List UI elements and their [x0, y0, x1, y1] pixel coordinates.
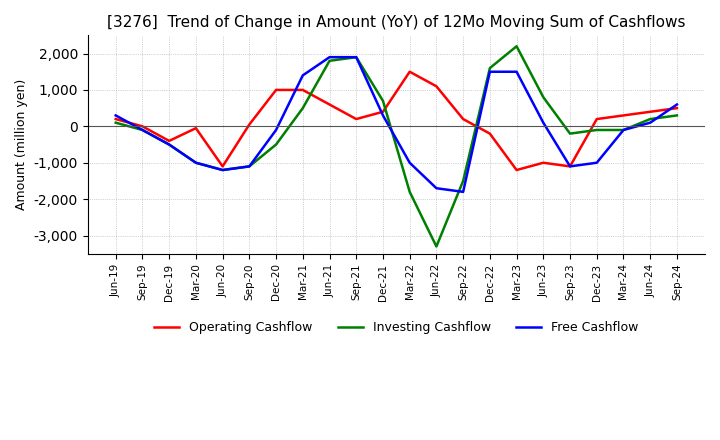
Investing Cashflow: [218, 167, 227, 172]
Free Cashflow: [405, 160, 414, 165]
Line: Investing Cashflow: Investing Cashflow: [116, 46, 677, 246]
Operating Cashflow: [539, 160, 548, 165]
Operating Cashflow: [325, 102, 334, 107]
Legend: Operating Cashflow, Investing Cashflow, Free Cashflow: Operating Cashflow, Investing Cashflow, …: [149, 316, 643, 339]
Operating Cashflow: [405, 69, 414, 74]
Operating Cashflow: [593, 117, 601, 122]
Investing Cashflow: [405, 189, 414, 194]
Free Cashflow: [325, 55, 334, 60]
Operating Cashflow: [299, 87, 307, 92]
Investing Cashflow: [512, 44, 521, 49]
Free Cashflow: [512, 69, 521, 74]
Free Cashflow: [485, 69, 494, 74]
Investing Cashflow: [566, 131, 575, 136]
Investing Cashflow: [459, 178, 467, 183]
Free Cashflow: [646, 120, 654, 125]
Free Cashflow: [432, 186, 441, 191]
Free Cashflow: [352, 55, 361, 60]
Operating Cashflow: [459, 117, 467, 122]
Free Cashflow: [192, 160, 200, 165]
Free Cashflow: [672, 102, 681, 107]
Operating Cashflow: [192, 125, 200, 131]
Investing Cashflow: [325, 58, 334, 63]
Free Cashflow: [245, 164, 253, 169]
Operating Cashflow: [646, 109, 654, 114]
Investing Cashflow: [379, 98, 387, 103]
Operating Cashflow: [112, 117, 120, 122]
Y-axis label: Amount (million yen): Amount (million yen): [15, 79, 28, 210]
Free Cashflow: [299, 73, 307, 78]
Line: Free Cashflow: Free Cashflow: [116, 57, 677, 192]
Free Cashflow: [539, 120, 548, 125]
Investing Cashflow: [138, 127, 147, 132]
Investing Cashflow: [432, 244, 441, 249]
Investing Cashflow: [619, 127, 628, 132]
Free Cashflow: [566, 164, 575, 169]
Title: [3276]  Trend of Change in Amount (YoY) of 12Mo Moving Sum of Cashflows: [3276] Trend of Change in Amount (YoY) o…: [107, 15, 685, 30]
Operating Cashflow: [566, 164, 575, 169]
Investing Cashflow: [271, 142, 280, 147]
Investing Cashflow: [192, 160, 200, 165]
Operating Cashflow: [485, 131, 494, 136]
Investing Cashflow: [352, 55, 361, 60]
Operating Cashflow: [271, 87, 280, 92]
Free Cashflow: [271, 127, 280, 132]
Operating Cashflow: [218, 164, 227, 169]
Operating Cashflow: [512, 167, 521, 172]
Investing Cashflow: [646, 117, 654, 122]
Investing Cashflow: [245, 164, 253, 169]
Line: Operating Cashflow: Operating Cashflow: [116, 72, 677, 170]
Operating Cashflow: [165, 138, 174, 143]
Investing Cashflow: [593, 127, 601, 132]
Operating Cashflow: [379, 109, 387, 114]
Investing Cashflow: [672, 113, 681, 118]
Investing Cashflow: [165, 142, 174, 147]
Operating Cashflow: [672, 106, 681, 111]
Investing Cashflow: [112, 120, 120, 125]
Free Cashflow: [112, 113, 120, 118]
Operating Cashflow: [619, 113, 628, 118]
Investing Cashflow: [539, 95, 548, 100]
Free Cashflow: [619, 127, 628, 132]
Investing Cashflow: [299, 106, 307, 111]
Operating Cashflow: [138, 124, 147, 129]
Free Cashflow: [593, 160, 601, 165]
Free Cashflow: [379, 113, 387, 118]
Free Cashflow: [218, 167, 227, 172]
Free Cashflow: [165, 142, 174, 147]
Free Cashflow: [459, 189, 467, 194]
Free Cashflow: [138, 127, 147, 132]
Operating Cashflow: [432, 84, 441, 89]
Investing Cashflow: [485, 66, 494, 71]
Operating Cashflow: [245, 122, 253, 127]
Operating Cashflow: [352, 117, 361, 122]
